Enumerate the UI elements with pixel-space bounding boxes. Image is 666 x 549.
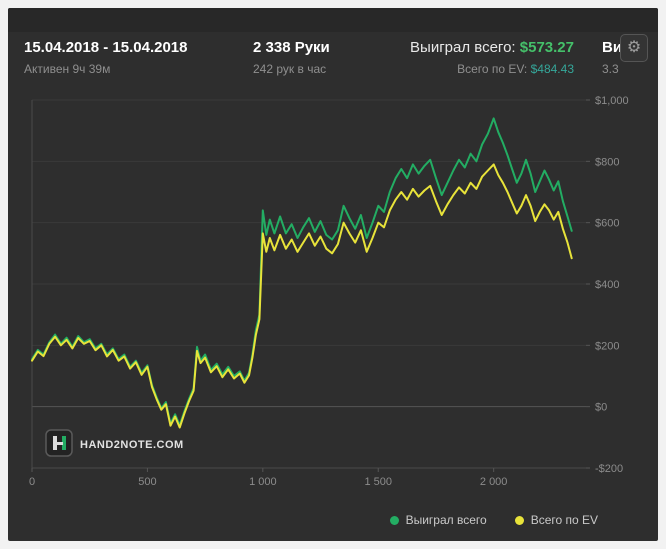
- ev-label: Всего по EV:: [457, 62, 528, 76]
- hands-stat: 2 338 Руки 242 рук в час: [253, 39, 330, 76]
- x-axis-label: 1 000: [249, 476, 277, 488]
- y-axis-label: $400: [595, 279, 619, 291]
- legend-dot: [389, 515, 399, 525]
- y-axis-label: $1,000: [595, 95, 629, 107]
- active-time: Активен 9ч 39м: [24, 62, 111, 76]
- won-label: Выиграл всего:: [410, 39, 516, 56]
- hands-per-hour: 242 рук в час: [253, 62, 327, 76]
- ev-value: $484.43: [530, 62, 574, 76]
- clipped-stat: Ви 3.3: [602, 39, 620, 76]
- winnings-chart: $1,000 $800 $600 $400 $200 $0 -$200 0 500 1 000 1 …: [16, 88, 650, 500]
- legend-label: Выиграл всего: [405, 513, 487, 527]
- settings-button[interactable]: ⚙: [620, 34, 648, 62]
- legend-item[interactable]: Выиграл всего: [389, 513, 487, 527]
- hand2note-logo: HAND2NOTE.COM: [45, 429, 184, 457]
- legend-dot: [514, 515, 524, 525]
- hands-count: 2 338 Руки: [253, 39, 330, 56]
- ev-total-line: Всего по EV: $484.43: [410, 62, 574, 76]
- y-axis-label: $800: [595, 156, 619, 168]
- date-range-stat: 15.04.2018 - 15.04.2018 Активен 9ч 39м: [24, 39, 187, 76]
- series-line-1: [31, 163, 573, 429]
- x-axis-label: 1 500: [364, 476, 392, 488]
- x-axis-label: 2 000: [480, 476, 508, 488]
- clipped-stat-line2: 3.3: [602, 62, 619, 76]
- won-value: $573.27: [519, 39, 574, 56]
- gear-icon: ⚙: [626, 39, 642, 56]
- panel-top-strip: [8, 8, 658, 32]
- y-axis-label: -$200: [595, 463, 623, 475]
- y-axis-label: $0: [595, 402, 607, 414]
- winnings-stat: Выиграл всего: $573.27 Всего по EV: $484…: [410, 39, 574, 76]
- watermark-text: HAND2NOTE.COM: [80, 439, 184, 451]
- won-total-line: Выиграл всего: $573.27: [410, 39, 574, 56]
- session-header: 15.04.2018 - 15.04.2018 Активен 9ч 39м 2…: [8, 32, 658, 88]
- date-range: 15.04.2018 - 15.04.2018: [24, 39, 188, 56]
- x-axis-label: 0: [29, 476, 35, 488]
- legend-item[interactable]: Всего по EV: [514, 513, 598, 527]
- clipped-stat-line1: Ви: [602, 39, 620, 56]
- chart-legend: Выиграл всего Всего по EV: [8, 505, 658, 535]
- session-panel: 15.04.2018 - 15.04.2018 Активен 9ч 39м 2…: [8, 8, 658, 541]
- x-axis-label: 500: [138, 476, 156, 488]
- winnings-chart-svg: $1,000 $800 $600 $400 $200 $0 -$200 0 500 1 000 1 …: [29, 95, 629, 488]
- y-axis-label: $200: [595, 340, 619, 352]
- y-axis-label: $600: [595, 218, 619, 230]
- series-line-0: [31, 117, 573, 427]
- legend-label: Всего по EV: [530, 513, 598, 527]
